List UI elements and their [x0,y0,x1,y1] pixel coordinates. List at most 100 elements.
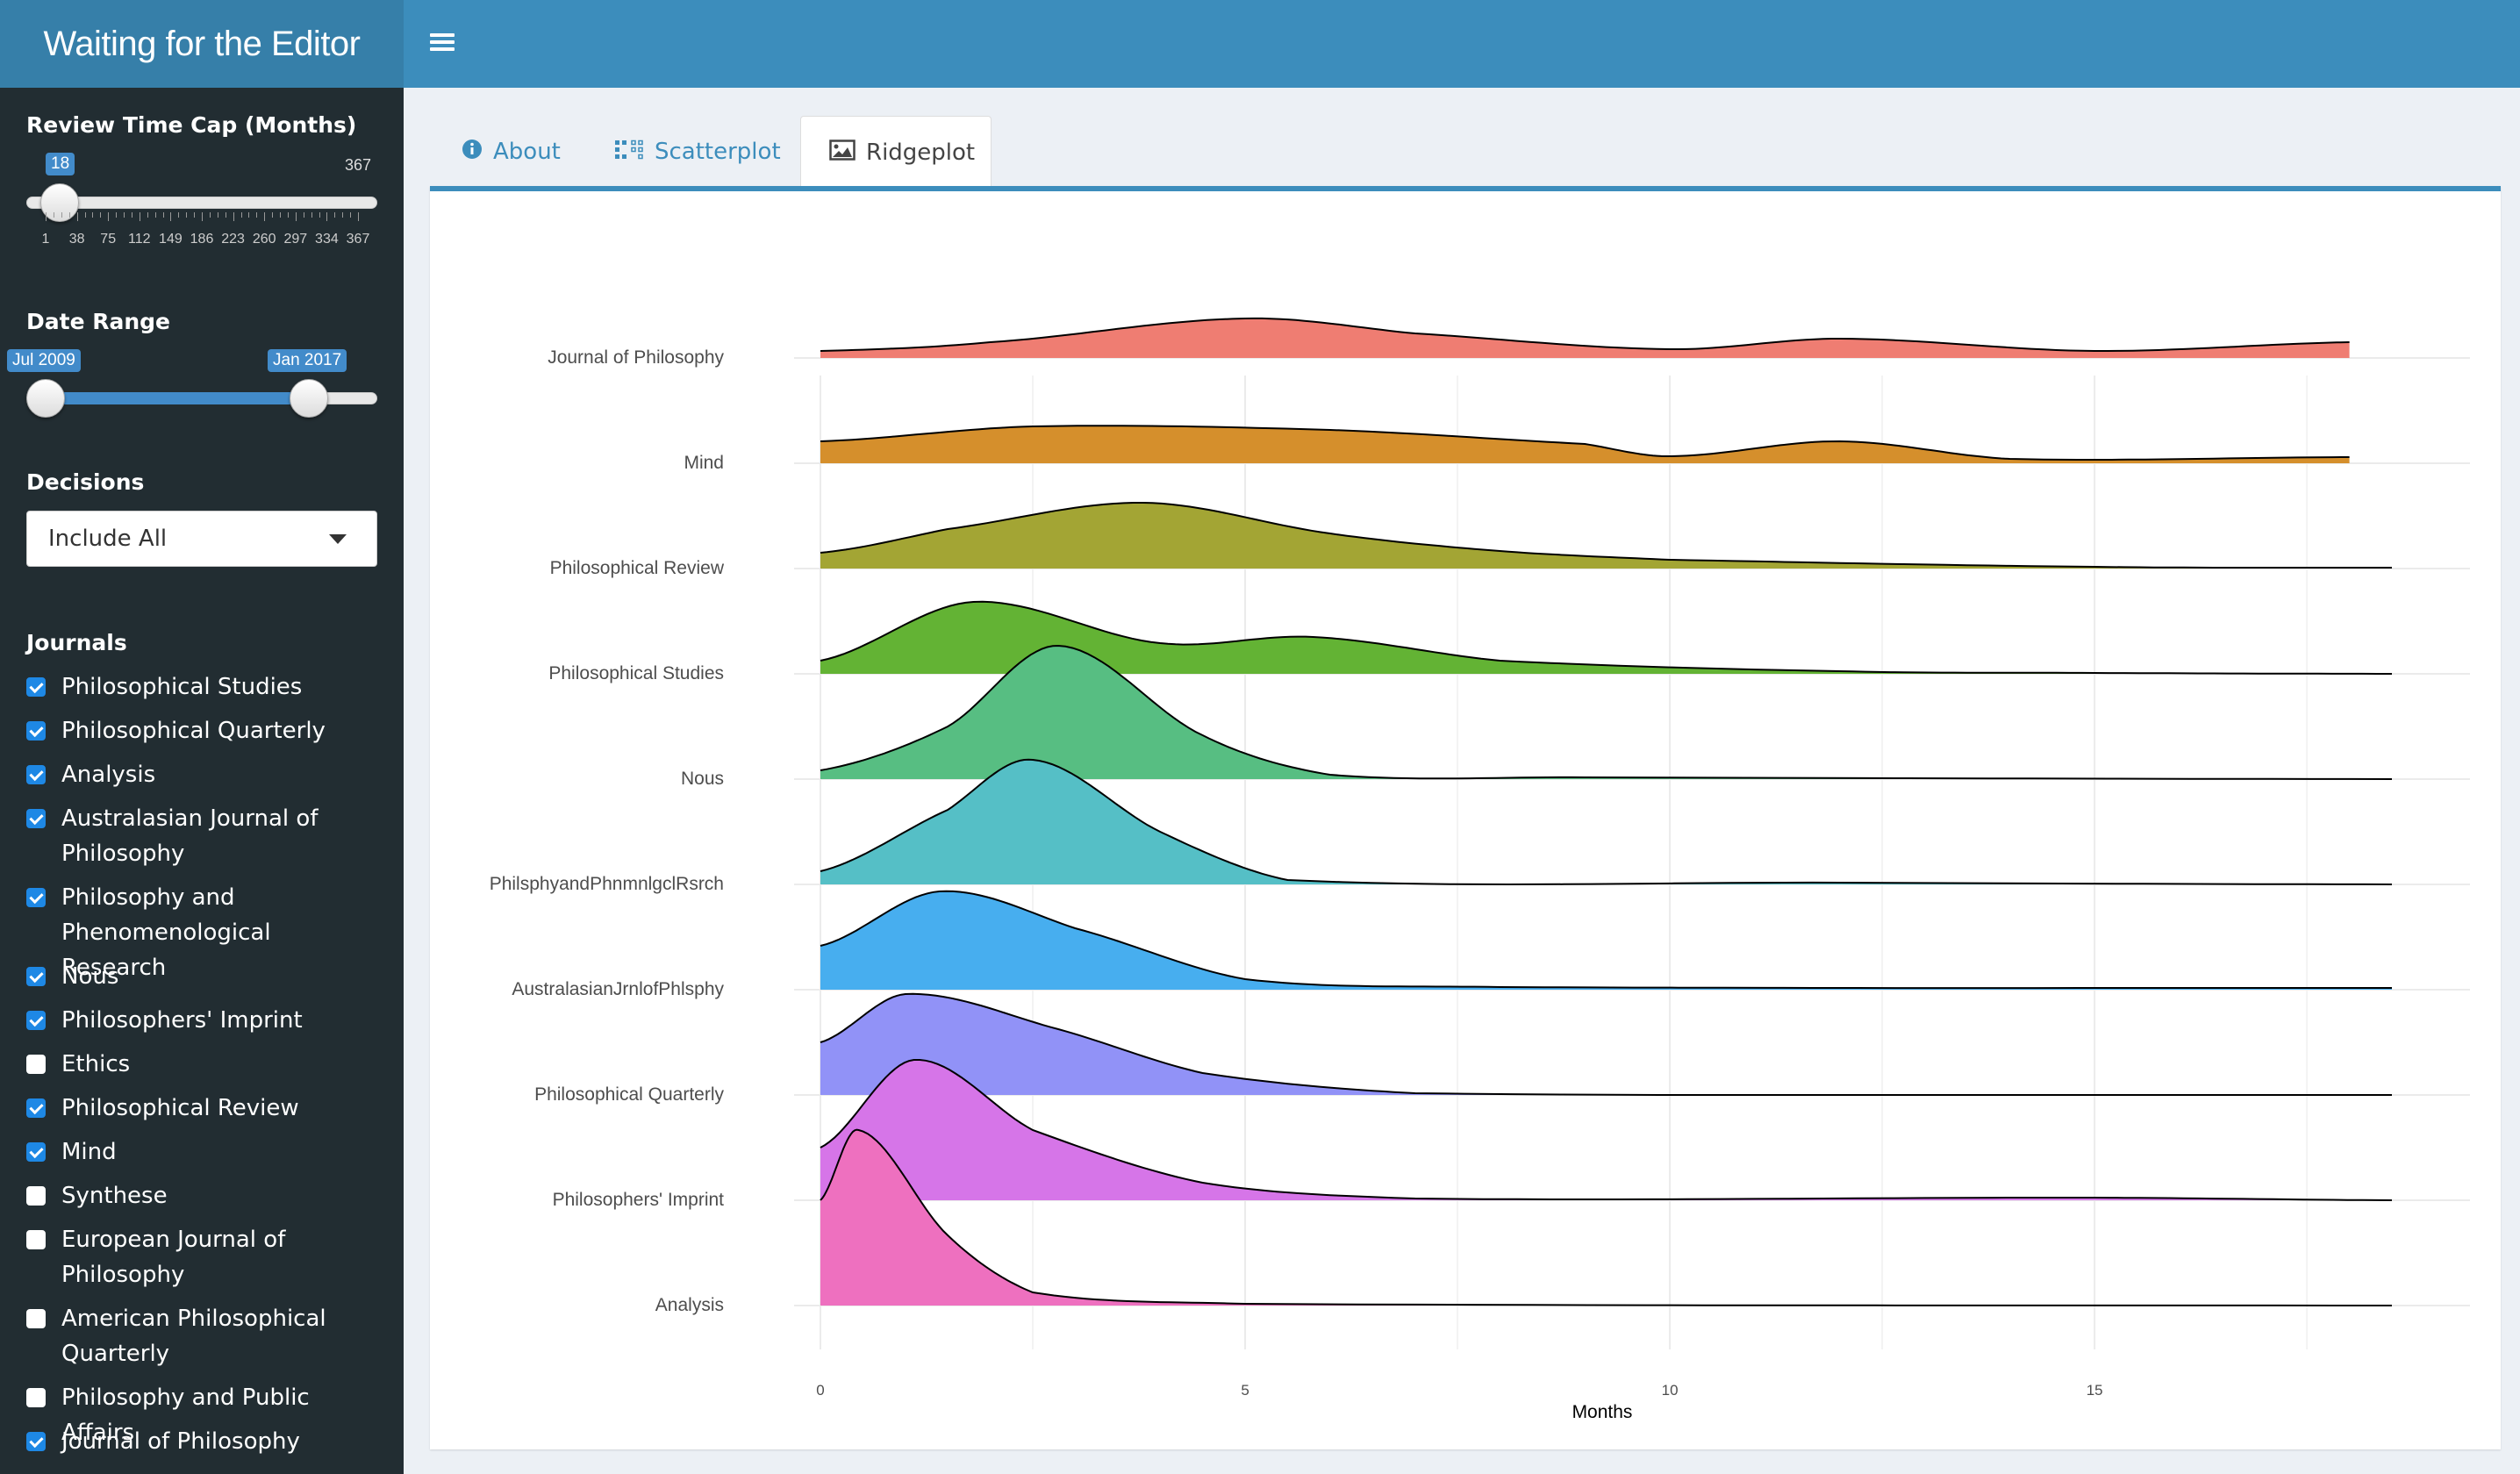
slider-tick-label: 38 [68,232,85,247]
slider-minor-tick [240,212,242,218]
journal-checkbox-label: Nous [61,963,119,990]
app-title[interactable]: Waiting for the Editor [0,0,404,88]
ridge-series-label: Philosophers' Imprint [553,1190,725,1210]
ridge-area[interactable] [820,891,2392,990]
slider-minor-tick [319,212,320,218]
journal-checkbox[interactable] [26,1011,46,1030]
slider-minor-tick [116,212,118,218]
date-range-from-handle[interactable] [26,379,65,418]
journal-checkbox-label: Philosophical Review [61,1095,299,1121]
journal-checkbox-row[interactable]: Philosophy and Public Affairs [26,1380,395,1450]
journal-checkbox-row[interactable]: Mind [26,1134,395,1170]
review-cap-label: Review Time Cap (Months) [26,112,357,138]
ridge-area[interactable] [820,1129,2392,1306]
journal-checkbox[interactable] [26,1186,46,1206]
journal-checkbox-row[interactable]: Philosophical Quarterly [26,713,395,748]
journal-checkbox-label: Analysis [61,762,156,788]
slider-minor-tick [178,212,180,218]
ridge-area[interactable] [820,503,2392,569]
slider-minor-tick [147,212,148,218]
slider-minor-tick [248,212,250,218]
ridge-series-label: Philosophical Quarterly [534,1084,724,1105]
ridge-area[interactable] [820,646,2392,779]
decisions-select[interactable]: Include All [26,511,377,567]
journal-checkbox[interactable] [26,967,46,986]
ridge-area[interactable] [820,993,2392,1095]
slider-tick-label: 186 [190,232,214,247]
journal-checkbox[interactable] [26,1055,46,1074]
x-tick-label: 10 [1662,1382,1679,1399]
ridge-area[interactable] [820,318,2350,358]
date-range-from-badge: Jul 2009 [7,349,81,372]
slider-tick-label: 1 [41,232,50,247]
journal-checkbox-label: Synthese [61,1183,168,1209]
ridge-outline [820,502,2392,569]
journal-checkbox-row[interactable]: Philosophical Review [26,1091,395,1126]
x-tick-label: 15 [2087,1382,2103,1399]
slider-minor-tick [342,212,344,218]
ridge-outline [820,425,2350,461]
review-cap-slider-track[interactable] [26,197,377,209]
slider-minor-tick [202,212,203,221]
journal-checkbox-row[interactable]: Journal of Philosophy [26,1424,395,1459]
ridgeplot-chart[interactable]: Journal of Philosophy Mind Philosophical R… [430,191,2501,1449]
grid-dots-icon [614,117,644,189]
journal-checkbox[interactable] [26,888,46,907]
date-range-to-handle[interactable] [290,379,328,418]
journal-checkbox[interactable] [26,1098,46,1118]
journal-checkbox-row[interactable]: Synthese [26,1178,395,1213]
journal-checkbox-row[interactable]: Philosophy and Phenomenological Research [26,880,395,985]
ridge-area[interactable] [820,759,2392,884]
slider-minor-tick [194,212,196,218]
journal-checkbox[interactable] [26,1230,46,1249]
slider-minor-tick [295,212,297,221]
sidebar-toggle-hamburger-icon[interactable] [430,30,455,56]
journal-checkbox-label: European Journal of Philosophy [61,1227,286,1288]
ridge-area[interactable] [820,601,2392,674]
tab-ridgeplot-label: Ridgeplot [866,140,976,166]
journal-checkbox-row[interactable]: Australasian Journal of Philosophy [26,801,395,871]
journal-checkbox-label: American Philosophical Quarterly [61,1306,326,1367]
date-range-label: Date Range [26,309,171,334]
ridge-area[interactable] [820,1060,2392,1200]
slider-minor-tick [264,212,266,221]
slider-minor-tick [311,212,312,218]
journal-checkbox[interactable] [26,721,46,741]
slider-minor-tick [61,212,62,218]
slider-minor-tick [256,212,258,218]
journal-checkbox-label: Philosophy and Phenomenological Research [61,884,271,981]
journal-checkbox-row[interactable]: Ethics [26,1047,395,1082]
journal-checkbox-row[interactable]: Philosophers' Imprint [26,1003,395,1038]
tab-about[interactable]: About [462,116,576,188]
slider-minor-tick [170,212,172,221]
journal-checkbox[interactable] [26,677,46,697]
journal-checkbox-row[interactable]: Analysis [26,757,395,792]
slider-minor-tick [272,212,274,218]
ridge-series-label: Philosophical Review [550,558,725,578]
journal-checkbox-row[interactable]: American Philosophical Quarterly [26,1301,395,1371]
journal-checkbox[interactable] [26,1142,46,1162]
review-cap-slider-handle[interactable] [40,183,79,222]
decisions-selected-value: Include All [48,526,168,552]
slider-tick-label: 297 [283,232,308,247]
slider-minor-tick [154,212,156,218]
ridge-outline [820,758,2393,886]
slider-minor-tick [287,212,289,218]
journal-checkbox[interactable] [26,765,46,784]
journal-checkbox[interactable] [26,1309,46,1328]
decisions-label: Decisions [26,469,145,495]
journal-checkbox-row[interactable]: European Journal of Philosophy [26,1222,395,1292]
ridge-outline [820,992,2392,1096]
journal-checkbox[interactable] [26,809,46,828]
journal-checkbox-row[interactable]: Philosophical Studies [26,669,395,705]
info-circle-icon [462,117,483,189]
slider-tick-label: 75 [100,232,117,247]
slider-tick-label: 334 [315,232,339,247]
tab-scatterplot[interactable]: Scatterplot [614,116,790,188]
tab-ridgeplot[interactable]: Ridgeplot [800,116,992,188]
journal-checkbox-label: Philosophers' Imprint [61,1007,303,1034]
journal-checkbox-row[interactable]: Nous [26,959,395,994]
ridge-series-label: AustralasianJrnlofPhlsphy [512,979,724,999]
journal-checkbox[interactable] [26,1432,46,1451]
journal-checkbox[interactable] [26,1388,46,1407]
